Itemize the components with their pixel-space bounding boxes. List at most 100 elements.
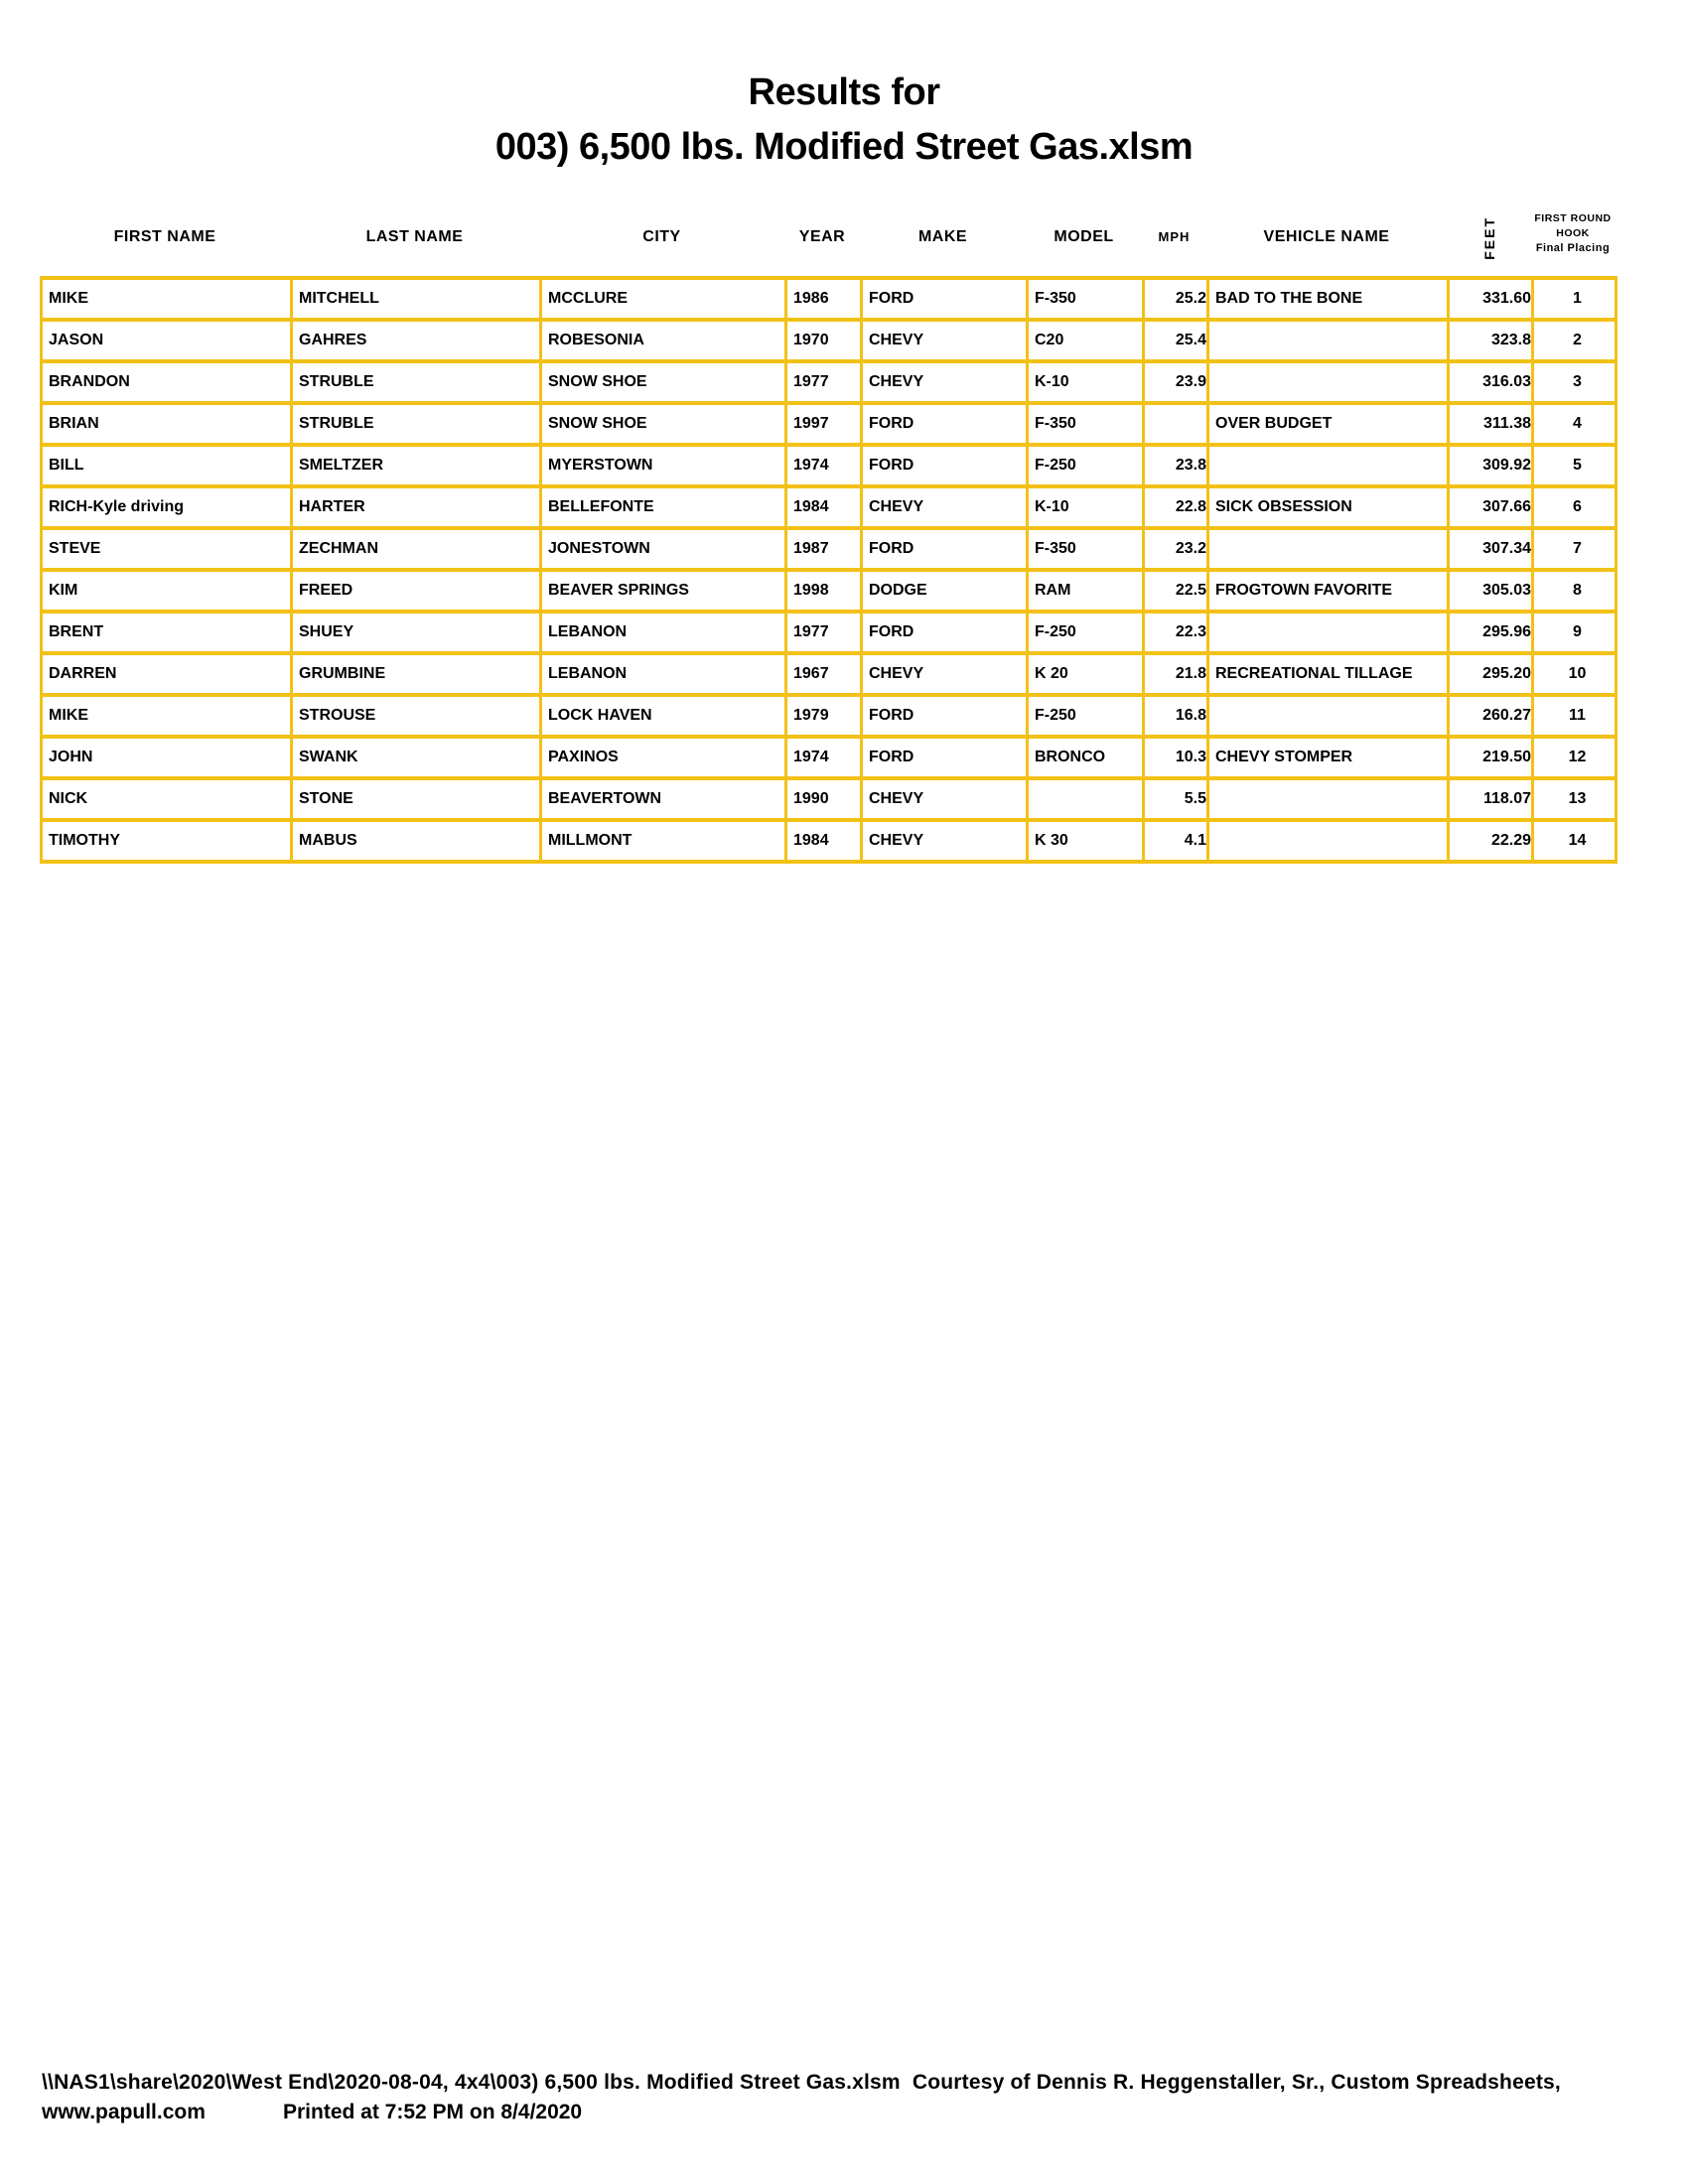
cell-model — [1026, 776, 1145, 822]
cell-first-name: BRIAN — [40, 401, 293, 447]
placing-header-line3: Final Placing — [1535, 242, 1611, 254]
cell-vehicle-name — [1206, 693, 1450, 739]
cell-mph: 22.5 — [1142, 568, 1209, 614]
cell-model: RAM — [1026, 568, 1145, 614]
cell-year: 1987 — [784, 526, 863, 572]
cell-make: CHEVY — [860, 359, 1029, 405]
column-header-feet: FEET — [1447, 197, 1531, 276]
cell-vehicle-name — [1206, 818, 1450, 864]
cell-model: F-250 — [1026, 610, 1145, 655]
table-row: DARREN GRUMBINE LEBANON 1967 CHEVY K 20 … — [40, 651, 1618, 697]
cell-final-placing: 13 — [1531, 776, 1618, 822]
table-row: JOHN SWANK PAXINOS 1974 FORD BRONCO 10.3… — [40, 735, 1618, 780]
cell-first-name: MIKE — [40, 276, 293, 322]
cell-city: LOCK HAVEN — [539, 693, 787, 739]
cell-make: FORD — [860, 526, 1029, 572]
cell-city: BEAVER SPRINGS — [539, 568, 787, 614]
cell-feet: 309.92 — [1447, 443, 1534, 488]
cell-make: CHEVY — [860, 651, 1029, 697]
cell-model: C20 — [1026, 318, 1145, 363]
cell-year: 1990 — [784, 776, 863, 822]
cell-make: FORD — [860, 693, 1029, 739]
cell-vehicle-name — [1206, 776, 1450, 822]
cell-final-placing: 7 — [1531, 526, 1618, 572]
cell-first-name: DARREN — [40, 651, 293, 697]
cell-last-name: STONE — [290, 776, 542, 822]
cell-year: 1984 — [784, 484, 863, 530]
cell-vehicle-name: BAD TO THE BONE — [1206, 276, 1450, 322]
page-subtitle: 003) 6,500 lbs. Modified Street Gas.xlsm — [494, 126, 1194, 168]
cell-final-placing: 9 — [1531, 610, 1618, 655]
cell-last-name: STRUBLE — [290, 401, 542, 447]
cell-first-name: RICH-Kyle driving — [40, 484, 293, 530]
cell-vehicle-name: OVER BUDGET — [1206, 401, 1450, 447]
cell-city: SNOW SHOE — [539, 401, 787, 447]
cell-city: PAXINOS — [539, 735, 787, 780]
cell-make: DODGE — [860, 568, 1029, 614]
cell-final-placing: 6 — [1531, 484, 1618, 530]
column-header-city: CITY — [642, 228, 681, 245]
cell-last-name: STRUBLE — [290, 359, 542, 405]
cell-mph: 23.9 — [1142, 359, 1209, 405]
footer-website: www.papull.com — [42, 2101, 206, 2123]
cell-final-placing: 4 — [1531, 401, 1618, 447]
cell-vehicle-name: RECREATIONAL TILLAGE — [1206, 651, 1450, 697]
footer-printed-info: Printed at 7:52 PM on 8/4/2020 — [283, 2101, 583, 2123]
cell-mph: 4.1 — [1142, 818, 1209, 864]
column-header-vehicle-name: VEHICLE NAME — [1263, 228, 1390, 245]
cell-make: CHEVY — [860, 776, 1029, 822]
cell-vehicle-name — [1206, 526, 1450, 572]
cell-final-placing: 5 — [1531, 443, 1618, 488]
cell-mph: 10.3 — [1142, 735, 1209, 780]
cell-city: SNOW SHOE — [539, 359, 787, 405]
table-row: NICK STONE BEAVERTOWN 1990 CHEVY 5.5 118… — [40, 776, 1618, 822]
cell-year: 1998 — [784, 568, 863, 614]
cell-feet: 323.8 — [1447, 318, 1534, 363]
cell-first-name: STEVE — [40, 526, 293, 572]
column-header-make: MAKE — [917, 228, 968, 245]
cell-feet: 295.20 — [1447, 651, 1534, 697]
table-row: JASON GAHRES ROBESONIA 1970 CHEVY C20 25… — [40, 318, 1618, 363]
cell-feet: 305.03 — [1447, 568, 1534, 614]
cell-year: 1977 — [784, 359, 863, 405]
cell-final-placing: 8 — [1531, 568, 1618, 614]
cell-feet: 307.34 — [1447, 526, 1534, 572]
table-row: RICH-Kyle driving HARTER BELLEFONTE 1984… — [40, 484, 1618, 530]
table-row: TIMOTHY MABUS MILLMONT 1984 CHEVY K 30 4… — [40, 818, 1618, 864]
cell-first-name: JASON — [40, 318, 293, 363]
placing-header-line1: FIRST ROUND — [1534, 212, 1612, 224]
cell-last-name: FREED — [290, 568, 542, 614]
results-table: MIKE MITCHELL MCCLURE 1986 FORD F-350 25… — [40, 276, 1618, 864]
cell-feet: 219.50 — [1447, 735, 1534, 780]
cell-model: F-250 — [1026, 693, 1145, 739]
cell-make: CHEVY — [860, 484, 1029, 530]
cell-first-name: JOHN — [40, 735, 293, 780]
cell-model: F-250 — [1026, 443, 1145, 488]
cell-make: FORD — [860, 401, 1029, 447]
cell-model: F-350 — [1026, 276, 1145, 322]
table-row: MIKE MITCHELL MCCLURE 1986 FORD F-350 25… — [40, 276, 1618, 322]
cell-model: K 30 — [1026, 818, 1145, 864]
cell-final-placing: 11 — [1531, 693, 1618, 739]
cell-vehicle-name — [1206, 359, 1450, 405]
cell-city: BELLEFONTE — [539, 484, 787, 530]
cell-mph: 25.4 — [1142, 318, 1209, 363]
cell-make: FORD — [860, 443, 1029, 488]
cell-final-placing: 12 — [1531, 735, 1618, 780]
cell-year: 1997 — [784, 401, 863, 447]
cell-feet: 331.60 — [1447, 276, 1534, 322]
cell-year: 1979 — [784, 693, 863, 739]
cell-vehicle-name — [1206, 443, 1450, 488]
cell-year: 1986 — [784, 276, 863, 322]
cell-city: LEBANON — [539, 651, 787, 697]
cell-final-placing: 2 — [1531, 318, 1618, 363]
cell-model: K-10 — [1026, 484, 1145, 530]
cell-last-name: GAHRES — [290, 318, 542, 363]
column-header-model: MODEL — [1054, 228, 1114, 245]
cell-city: ROBESONIA — [539, 318, 787, 363]
cell-city: MILLMONT — [539, 818, 787, 864]
cell-final-placing: 14 — [1531, 818, 1618, 864]
cell-vehicle-name — [1206, 610, 1450, 655]
cell-mph — [1142, 401, 1209, 447]
